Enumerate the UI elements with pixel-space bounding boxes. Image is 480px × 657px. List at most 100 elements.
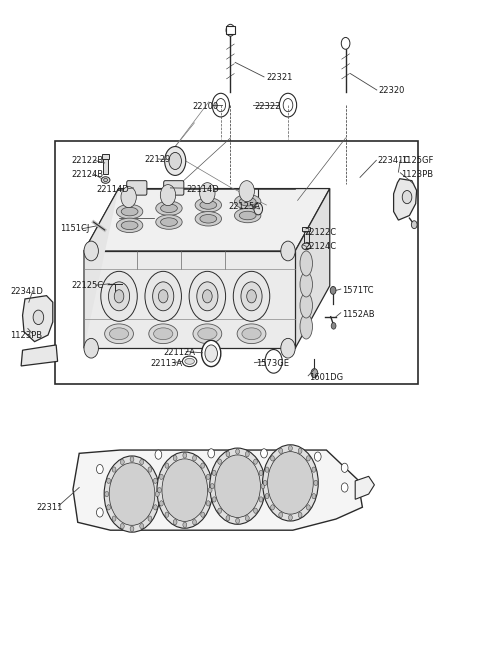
Circle shape	[197, 282, 218, 311]
Text: 1125GF: 1125GF	[401, 156, 433, 166]
Ellipse shape	[109, 328, 129, 340]
Circle shape	[200, 183, 215, 204]
Circle shape	[145, 271, 181, 321]
FancyBboxPatch shape	[127, 181, 147, 195]
Circle shape	[101, 271, 137, 321]
Polygon shape	[84, 251, 295, 348]
Circle shape	[253, 508, 257, 513]
Circle shape	[306, 505, 310, 510]
Ellipse shape	[117, 218, 143, 233]
Circle shape	[314, 480, 318, 486]
Text: 22112A: 22112A	[163, 348, 195, 357]
Text: 22114D: 22114D	[96, 185, 129, 194]
Circle shape	[212, 497, 216, 502]
Circle shape	[84, 241, 98, 261]
Ellipse shape	[200, 200, 217, 209]
Circle shape	[154, 505, 157, 510]
Circle shape	[312, 467, 316, 472]
Ellipse shape	[156, 215, 182, 229]
Circle shape	[271, 456, 275, 461]
Ellipse shape	[185, 359, 194, 364]
Circle shape	[254, 203, 263, 215]
Polygon shape	[394, 179, 417, 220]
Circle shape	[212, 470, 216, 476]
Circle shape	[192, 520, 196, 525]
Circle shape	[183, 453, 187, 458]
Circle shape	[169, 152, 181, 170]
Circle shape	[212, 93, 229, 117]
Ellipse shape	[160, 217, 178, 226]
Text: 1123PB: 1123PB	[11, 330, 43, 340]
Circle shape	[218, 459, 222, 464]
Circle shape	[279, 512, 283, 518]
Circle shape	[203, 290, 212, 303]
Ellipse shape	[300, 293, 312, 318]
Circle shape	[205, 345, 217, 362]
Circle shape	[162, 459, 208, 522]
Circle shape	[241, 282, 262, 311]
Circle shape	[114, 290, 124, 303]
Text: 22122C: 22122C	[305, 228, 337, 237]
Ellipse shape	[193, 324, 222, 344]
Ellipse shape	[302, 243, 311, 250]
Circle shape	[233, 271, 270, 321]
Text: 22311: 22311	[36, 503, 62, 512]
Ellipse shape	[200, 214, 217, 223]
Circle shape	[259, 470, 263, 476]
Ellipse shape	[101, 177, 110, 183]
Circle shape	[265, 467, 269, 472]
Circle shape	[165, 147, 186, 175]
Circle shape	[107, 478, 110, 484]
Ellipse shape	[156, 201, 182, 215]
Circle shape	[96, 464, 103, 474]
Text: 1123PB: 1123PB	[401, 170, 433, 179]
Text: 1571TC: 1571TC	[342, 286, 373, 295]
Circle shape	[265, 493, 269, 499]
Text: 22100: 22100	[192, 102, 218, 111]
Circle shape	[120, 459, 124, 464]
Bar	[226, 26, 235, 34]
Ellipse shape	[149, 324, 178, 344]
Circle shape	[330, 286, 336, 294]
Circle shape	[96, 508, 103, 517]
Circle shape	[148, 467, 152, 472]
Text: 22122B: 22122B	[71, 156, 103, 166]
Text: 22129: 22129	[144, 155, 170, 164]
Circle shape	[140, 459, 144, 464]
Circle shape	[159, 474, 163, 480]
Polygon shape	[355, 476, 374, 499]
Ellipse shape	[300, 251, 312, 276]
Text: 22125C: 22125C	[71, 281, 103, 290]
Text: 22320: 22320	[378, 86, 405, 95]
Circle shape	[341, 37, 350, 49]
Circle shape	[130, 526, 134, 532]
Circle shape	[236, 449, 240, 454]
Circle shape	[210, 448, 265, 524]
Ellipse shape	[239, 197, 256, 206]
Circle shape	[283, 99, 293, 112]
Text: 22113A: 22113A	[150, 359, 182, 369]
Circle shape	[279, 448, 283, 453]
Text: 1573GE: 1573GE	[256, 359, 289, 369]
Circle shape	[271, 505, 275, 510]
Circle shape	[312, 493, 316, 499]
Circle shape	[226, 451, 230, 457]
Text: 22322: 22322	[254, 102, 281, 111]
Circle shape	[108, 282, 130, 311]
Circle shape	[402, 191, 412, 204]
Polygon shape	[295, 189, 330, 348]
Circle shape	[201, 512, 204, 517]
Circle shape	[208, 487, 212, 493]
Circle shape	[130, 457, 134, 462]
Circle shape	[245, 516, 249, 521]
Circle shape	[33, 310, 44, 325]
Circle shape	[158, 290, 168, 303]
Polygon shape	[73, 450, 362, 530]
Ellipse shape	[105, 324, 133, 344]
Circle shape	[216, 99, 226, 112]
Circle shape	[154, 478, 157, 484]
Circle shape	[189, 271, 226, 321]
Circle shape	[314, 452, 321, 461]
Circle shape	[245, 451, 249, 457]
Circle shape	[298, 512, 302, 518]
